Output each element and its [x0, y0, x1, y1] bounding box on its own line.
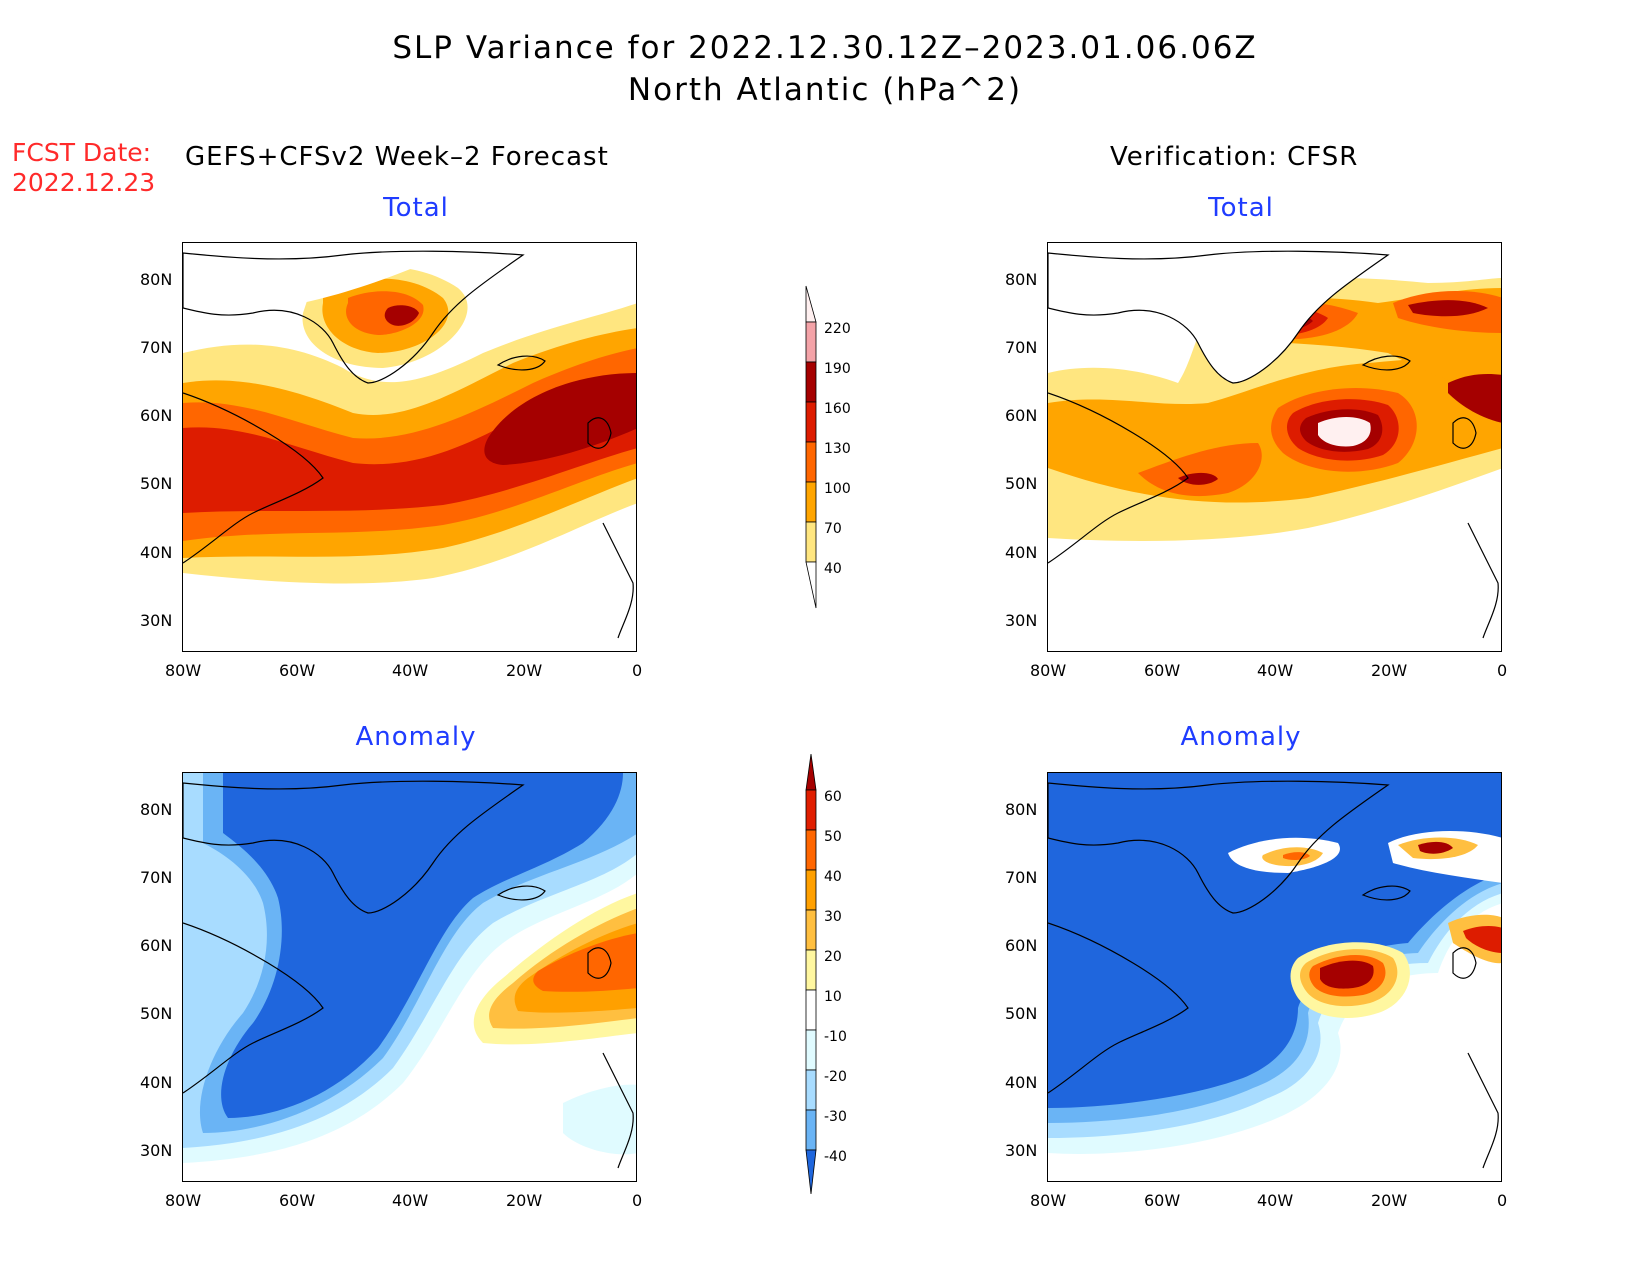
colorbar-label: 20	[824, 949, 842, 965]
colorbar-label: 40	[824, 561, 842, 577]
lat-label: 70N	[140, 868, 173, 887]
lon-label: 0	[1497, 1191, 1508, 1210]
colorbar-label: -20	[824, 1069, 847, 1085]
colorbar-label: -40	[824, 1149, 847, 1165]
colorbar-label: 100	[824, 481, 851, 497]
colorbar-label: 60	[824, 789, 842, 805]
lon-label: 80W	[1030, 661, 1067, 680]
lat-label: 60N	[1005, 936, 1038, 955]
lon-label: 0	[632, 1191, 643, 1210]
colorbar-label: 220	[824, 321, 851, 337]
verification-total-map	[1047, 242, 1502, 652]
lon-label: 40W	[1257, 1191, 1294, 1210]
lon-label: 60W	[279, 1191, 316, 1210]
main-title: SLP Variance for 2022.12.30.12Z–2023.01.…	[392, 30, 1258, 66]
lon-label: 20W	[1371, 1191, 1408, 1210]
lat-label: 40N	[140, 543, 173, 562]
colorbar-label: 30	[824, 909, 842, 925]
lon-label: 60W	[1144, 661, 1181, 680]
lon-label: 40W	[392, 661, 429, 680]
anomaly-colorbar	[800, 750, 880, 1210]
total-colorbar	[800, 282, 880, 612]
lat-label: 60N	[140, 936, 173, 955]
lon-label: 80W	[165, 1191, 202, 1210]
lat-label: 30N	[140, 611, 173, 630]
lat-label: 60N	[140, 406, 173, 425]
colorbar-label: 50	[824, 829, 842, 845]
lat-label: 60N	[1005, 406, 1038, 425]
lon-label: 20W	[506, 661, 543, 680]
lat-label: 40N	[1005, 1073, 1038, 1092]
colorbar-label: -30	[824, 1109, 847, 1125]
lon-label: 20W	[506, 1191, 543, 1210]
lon-label: 60W	[1144, 1191, 1181, 1210]
forecast-header: GEFS+CFSv2 Week–2 Forecast	[185, 142, 609, 172]
lon-label: 20W	[1371, 661, 1408, 680]
verification-header: Verification: CFSR	[1110, 142, 1359, 172]
lat-label: 40N	[1005, 543, 1038, 562]
lat-label: 80N	[1005, 270, 1038, 289]
lat-label: 30N	[1005, 1141, 1038, 1160]
forecast-total-map	[182, 242, 637, 652]
lat-label: 50N	[140, 474, 173, 493]
lon-label: 80W	[165, 661, 202, 680]
lat-label: 50N	[1005, 474, 1038, 493]
colorbar-label: 10	[824, 989, 842, 1005]
panel-title-forecast-total: Total	[383, 193, 449, 223]
panel-title-forecast-anomaly: Anomaly	[355, 722, 477, 752]
fcst-date-label: FCST Date:	[12, 138, 152, 167]
lat-label: 40N	[140, 1073, 173, 1092]
colorbar-label: 190	[824, 361, 851, 377]
lon-label: 80W	[1030, 1191, 1067, 1210]
colorbar-label: 160	[824, 401, 851, 417]
lon-label: 60W	[279, 661, 316, 680]
fcst-date-value: 2022.12.23	[12, 168, 156, 197]
lat-label: 70N	[140, 338, 173, 357]
lat-label: 30N	[1005, 611, 1038, 630]
colorbar-label: -10	[824, 1029, 847, 1045]
lat-label: 70N	[1005, 338, 1038, 357]
colorbar-label: 130	[824, 441, 851, 457]
lon-label: 0	[1497, 661, 1508, 680]
colorbar-label: 70	[824, 521, 842, 537]
lat-label: 30N	[140, 1141, 173, 1160]
lat-label: 80N	[1005, 800, 1038, 819]
lat-label: 80N	[140, 270, 173, 289]
lon-label: 0	[632, 661, 643, 680]
lat-label: 50N	[140, 1004, 173, 1023]
colorbar-label: 40	[824, 869, 842, 885]
verification-anomaly-map	[1047, 772, 1502, 1182]
panel-title-verification-anomaly: Anomaly	[1180, 722, 1302, 752]
forecast-anomaly-map	[182, 772, 637, 1182]
lat-label: 80N	[140, 800, 173, 819]
lat-label: 70N	[1005, 868, 1038, 887]
main-subtitle: North Atlantic (hPa^2)	[627, 72, 1023, 108]
lon-label: 40W	[1257, 661, 1294, 680]
lat-label: 50N	[1005, 1004, 1038, 1023]
panel-title-verification-total: Total	[1208, 193, 1274, 223]
lon-label: 40W	[392, 1191, 429, 1210]
